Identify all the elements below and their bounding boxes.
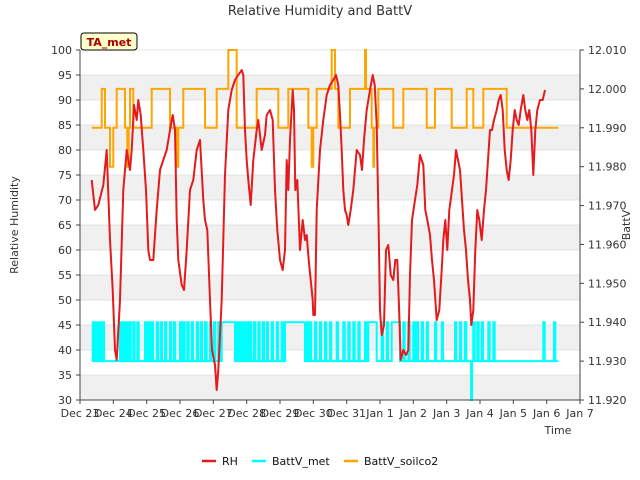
series-layer [90,49,559,401]
x-tick-label: Dec 25 [127,407,166,420]
y-left-tick-label: 70 [58,194,72,207]
left-axis-ticks: 30 35 40 45 50 55 60 65 70 75 80 85 90 95 100 [51,44,80,407]
x-tick-label: Dec 24 [94,407,133,420]
x-tick-label: Dec 29 [261,407,300,420]
right-axis-ticks: 11.920 11.930 11.940 11.950 11.960 11.970 11.9… [580,44,627,407]
grid-band [80,225,580,250]
legend: RH BattV_met BattV_soilco2 [202,455,438,468]
y-right-tick-label: 12.000 [588,83,627,96]
grid-band [80,275,580,300]
x-tick-label: Jan 6 [532,407,560,420]
grid-band [80,125,580,150]
y-right-tick-label: 12.010 [588,44,627,57]
x-tick-label: Jan 3 [432,407,460,420]
y-axis-right-label: BattV [620,209,633,240]
y-left-tick-label: 60 [58,244,72,257]
x-tick-label: Jan 2 [399,407,427,420]
y-left-tick-label: 90 [58,94,72,107]
y-left-tick-label: 30 [58,394,72,407]
x-tick-label: Jan 7 [565,407,593,420]
x-axis-label: Time [544,424,572,437]
x-tick-label: Dec 31 [327,407,366,420]
y-left-tick-label: 95 [58,69,72,82]
x-tick-label: Jan 5 [499,407,527,420]
series-line-rh [90,69,546,391]
badge: TA_met [80,32,138,51]
y-right-tick-label: 11.970 [588,200,627,213]
legend-label-battv-soilco2: BattV_soilco2 [364,455,438,468]
x-tick-label: Jan 4 [465,407,493,420]
legend-label-battv-met: BattV_met [272,455,330,468]
y-right-tick-label: 11.920 [588,394,627,407]
y-right-tick-label: 11.980 [588,161,627,174]
y-left-tick-label: 50 [58,294,72,307]
x-tick-label: Dec 30 [294,407,333,420]
y-left-tick-label: 45 [58,319,72,332]
y-axis-left-label: Relative Humidity [8,176,21,274]
x-tick-label: Dec 23 [61,407,100,420]
grid-band [80,175,580,200]
y-right-tick-label: 11.960 [588,238,627,251]
x-tick-label: Dec 26 [161,407,200,420]
grid-band [80,375,580,400]
y-left-tick-label: 80 [58,144,72,157]
y-right-tick-label: 11.930 [588,355,627,368]
badge-box [80,32,138,51]
x-tick-label: Jan 1 [365,407,393,420]
series-line-battv-met [91,321,559,401]
y-left-tick-label: 75 [58,169,72,182]
x-tick-label: Dec 27 [194,407,233,420]
badge-label: TA_met [87,36,132,49]
y-right-tick-label: 11.990 [588,122,627,135]
y-left-tick-label: 35 [58,369,72,382]
y-left-tick-label: 85 [58,119,72,132]
y-right-tick-label: 11.940 [588,316,627,329]
y-left-tick-label: 55 [58,269,72,282]
legend-label-rh: RH [222,455,238,468]
y-left-tick-label: 40 [58,344,72,357]
y-left-tick-label: 100 [51,44,72,57]
chart-title: Relative Humidity and BattV [228,4,412,19]
y-right-tick-label: 11.950 [588,277,627,290]
y-left-tick-label: 65 [58,219,72,232]
x-tick-label: Dec 28 [227,407,266,420]
